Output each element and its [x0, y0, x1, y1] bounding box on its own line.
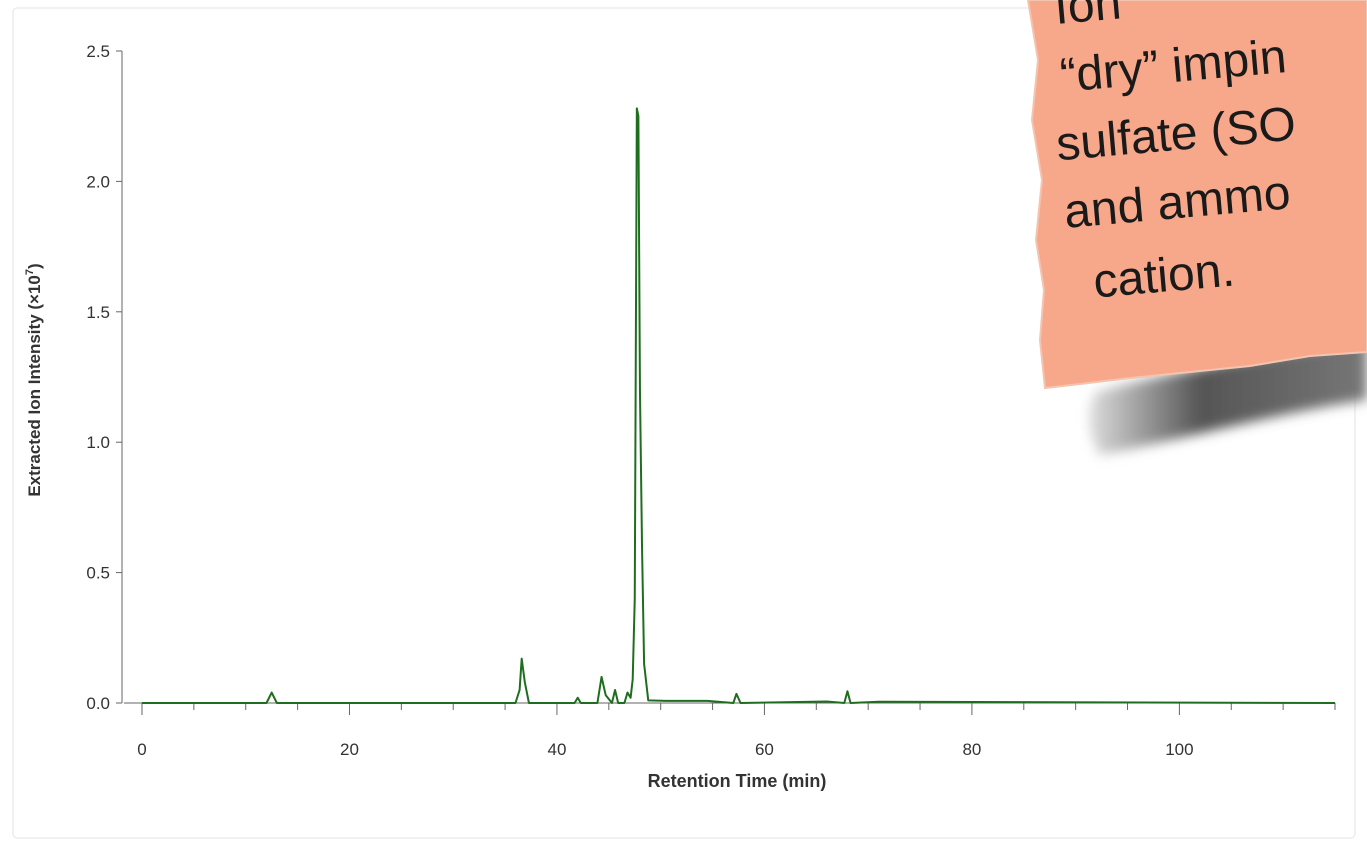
y-tick-label: 1.5	[86, 303, 110, 322]
note-line: Ion	[1052, 0, 1123, 35]
y-tick-label: 0.5	[86, 564, 110, 583]
chromatogram-line	[142, 107, 1336, 704]
x-tick-label: 0	[137, 740, 146, 759]
y-tick-label: 2.5	[86, 42, 110, 61]
x-tick-label: 40	[547, 740, 566, 759]
y-axis-label-exponent: 7	[24, 269, 36, 275]
x-tick-label: 60	[755, 740, 774, 759]
x-tick-label: 100	[1165, 740, 1193, 759]
y-axis-label-text: Extracted Ion Intensity (×10	[25, 275, 44, 497]
panel	[12, 7, 1356, 839]
y-tick-label: 2.0	[86, 172, 110, 191]
x-tick-label: 20	[340, 740, 359, 759]
note-line: cation.	[1091, 243, 1237, 308]
note-shadow	[1089, 340, 1367, 455]
x-tick-label: 80	[962, 740, 981, 759]
x-axis-label: Retention Time (min)	[648, 771, 827, 791]
y-tick-label: 1.0	[86, 433, 110, 452]
y-axis-label: Extracted Ion Intensity (×107)	[24, 263, 44, 496]
y-tick-label: 0.0	[86, 694, 110, 713]
note-paper	[1026, 0, 1367, 390]
y-axis-label-end: )	[25, 263, 44, 269]
